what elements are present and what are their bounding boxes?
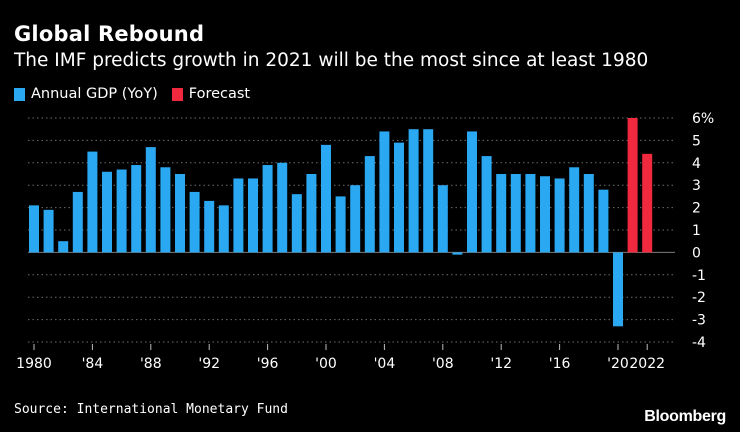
- gdp-bar: [350, 185, 361, 253]
- gdp-bar: [408, 129, 419, 253]
- gdp-bar: [379, 131, 390, 253]
- x-tick-label: '12: [490, 356, 512, 372]
- x-tick-label: '96: [257, 356, 279, 372]
- y-tick-label: 3: [692, 178, 701, 194]
- gdp-bar: [554, 178, 565, 253]
- y-tick-label: 1: [692, 223, 701, 239]
- gdp-bar: [467, 131, 477, 253]
- legend-label-annual-gdp: Annual GDP (YoY): [31, 86, 158, 102]
- gdp-bar: [569, 167, 580, 253]
- gdp-bar: [306, 174, 317, 253]
- legend-label-forecast: Forecast: [188, 86, 251, 102]
- gdp-bar: [540, 176, 550, 253]
- gdp-bar: [321, 144, 331, 253]
- gdp-bar: [233, 178, 244, 253]
- y-tick-label: 6%: [692, 111, 714, 127]
- x-tick-label: '00: [315, 356, 337, 372]
- x-tick-label: '08: [432, 356, 454, 372]
- gdp-bar: [58, 241, 69, 253]
- gdp-bar: [510, 174, 521, 253]
- y-tick-label: -3: [692, 313, 706, 329]
- legend-item-annual-gdp: Annual GDP (YoY): [14, 86, 158, 102]
- chart-subtitle: The IMF predicts growth in 2021 will be …: [14, 50, 649, 71]
- gdp-bar: [87, 151, 98, 253]
- gdp-bar: [291, 194, 302, 253]
- gdp-bar: [423, 129, 434, 253]
- forecast-bar: [642, 153, 653, 253]
- gdp-bar: [175, 174, 185, 253]
- gdp-bar: [145, 147, 156, 253]
- gdp-bar: [277, 162, 288, 253]
- gdp-bar: [160, 167, 171, 253]
- x-tick-label: 1980: [16, 356, 52, 372]
- x-tick-label: '92: [198, 356, 220, 372]
- x-tick-label: '88: [140, 356, 162, 372]
- legend-swatch-annual-gdp: [14, 87, 25, 101]
- x-tick-label: '20: [607, 356, 629, 372]
- legend: Annual GDP (YoY) Forecast: [14, 86, 250, 102]
- y-tick-label: 2: [692, 201, 701, 217]
- x-tick-label: 2022: [629, 356, 665, 372]
- gdp-bar: [102, 171, 112, 253]
- legend-swatch-forecast: [171, 87, 183, 101]
- gdp-bar: [437, 185, 448, 253]
- gdp-bar: [72, 191, 83, 253]
- gdp-bar: [29, 205, 39, 253]
- x-tick-label: '16: [549, 356, 571, 372]
- gdp-bar: [364, 156, 375, 253]
- y-tick-label: 4: [692, 156, 701, 172]
- gdp-bar: [116, 169, 127, 253]
- chart-title: Global Rebound: [14, 22, 205, 46]
- gdp-bar: [613, 252, 623, 327]
- gdp-bar: [496, 174, 507, 253]
- gdp-bar: [481, 156, 492, 253]
- gdp-bar: [394, 142, 404, 253]
- gdp-bar: [248, 178, 258, 253]
- gdp-bar: [204, 200, 215, 253]
- gdp-bar: [583, 174, 594, 253]
- gdp-bar: [43, 209, 54, 253]
- gdp-bar: [218, 205, 229, 253]
- y-tick-label: 5: [692, 133, 701, 149]
- gdp-bar: [189, 191, 200, 253]
- y-tick-label: -1: [692, 268, 706, 284]
- gdp-bar: [131, 165, 142, 253]
- x-tick-label: '84: [82, 356, 104, 372]
- x-tick-label: '04: [374, 356, 396, 372]
- gdp-bar: [335, 196, 346, 253]
- source-note: Source: International Monetary Fund: [14, 402, 288, 417]
- gdp-bar: [262, 165, 273, 253]
- legend-item-forecast: Forecast: [171, 86, 251, 102]
- y-tick-label: -2: [692, 290, 706, 306]
- bloomberg-logo: Bloomberg: [644, 408, 726, 425]
- y-tick-label: 0: [692, 245, 701, 261]
- forecast-bar: [627, 118, 638, 253]
- gdp-bar: [525, 174, 536, 253]
- y-tick-label: -4: [692, 335, 706, 351]
- gdp-bar: [598, 189, 609, 253]
- gdp-bar: [452, 252, 463, 255]
